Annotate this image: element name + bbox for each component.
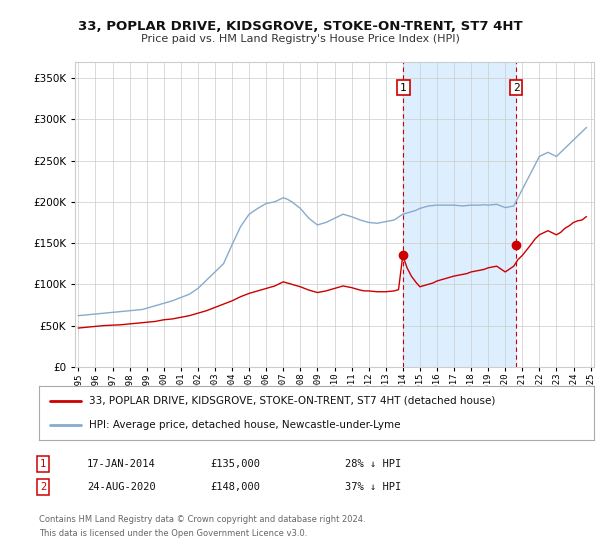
Text: 24-AUG-2020: 24-AUG-2020 (87, 482, 156, 492)
Text: 2: 2 (40, 482, 46, 492)
Text: 1: 1 (40, 459, 46, 469)
Text: Contains HM Land Registry data © Crown copyright and database right 2024.: Contains HM Land Registry data © Crown c… (39, 515, 365, 524)
Text: 1: 1 (400, 82, 407, 92)
Text: HPI: Average price, detached house, Newcastle-under-Lyme: HPI: Average price, detached house, Newc… (89, 420, 400, 430)
Bar (403, 62, 517, 367)
Text: 2: 2 (513, 82, 520, 92)
Text: This data is licensed under the Open Government Licence v3.0.: This data is licensed under the Open Gov… (39, 529, 307, 538)
Text: £135,000: £135,000 (210, 459, 260, 469)
Text: 17-JAN-2014: 17-JAN-2014 (87, 459, 156, 469)
Text: 33, POPLAR DRIVE, KIDSGROVE, STOKE-ON-TRENT, ST7 4HT (detached house): 33, POPLAR DRIVE, KIDSGROVE, STOKE-ON-TR… (89, 396, 496, 406)
Text: £148,000: £148,000 (210, 482, 260, 492)
Text: 33, POPLAR DRIVE, KIDSGROVE, STOKE-ON-TRENT, ST7 4HT: 33, POPLAR DRIVE, KIDSGROVE, STOKE-ON-TR… (77, 20, 523, 32)
Text: 37% ↓ HPI: 37% ↓ HPI (345, 482, 401, 492)
Text: 28% ↓ HPI: 28% ↓ HPI (345, 459, 401, 469)
Text: Price paid vs. HM Land Registry's House Price Index (HPI): Price paid vs. HM Land Registry's House … (140, 34, 460, 44)
